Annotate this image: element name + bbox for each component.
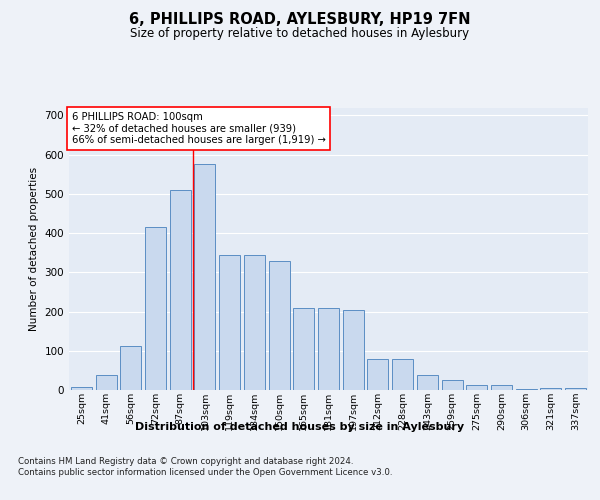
Bar	[343, 310, 364, 390]
Bar	[145, 227, 166, 390]
Text: 6, PHILLIPS ROAD, AYLESBURY, HP19 7FN: 6, PHILLIPS ROAD, AYLESBURY, HP19 7FN	[129, 12, 471, 28]
Bar	[269, 260, 290, 390]
Bar	[71, 387, 92, 390]
Bar	[194, 164, 215, 390]
Bar	[367, 358, 388, 390]
Bar	[392, 358, 413, 390]
Bar	[318, 308, 339, 390]
Text: 6 PHILLIPS ROAD: 100sqm
← 32% of detached houses are smaller (939)
66% of semi-d: 6 PHILLIPS ROAD: 100sqm ← 32% of detache…	[71, 112, 325, 145]
Bar	[466, 384, 487, 390]
Bar	[491, 384, 512, 390]
Text: Distribution of detached houses by size in Aylesbury: Distribution of detached houses by size …	[136, 422, 464, 432]
Bar	[244, 254, 265, 390]
Bar	[293, 308, 314, 390]
Bar	[417, 375, 438, 390]
Bar	[170, 190, 191, 390]
Bar	[120, 346, 141, 390]
Bar	[565, 388, 586, 390]
Bar	[442, 380, 463, 390]
Bar	[219, 254, 240, 390]
Bar	[95, 375, 116, 390]
Y-axis label: Number of detached properties: Number of detached properties	[29, 166, 39, 331]
Bar	[541, 388, 562, 390]
Bar	[516, 389, 537, 390]
Text: Contains HM Land Registry data © Crown copyright and database right 2024.
Contai: Contains HM Land Registry data © Crown c…	[18, 458, 392, 477]
Text: Size of property relative to detached houses in Aylesbury: Size of property relative to detached ho…	[130, 28, 470, 40]
